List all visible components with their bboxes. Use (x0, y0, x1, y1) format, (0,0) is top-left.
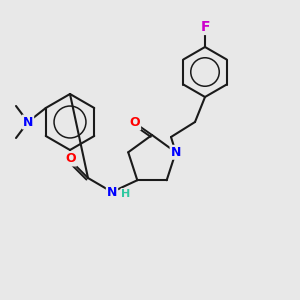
Text: H: H (122, 189, 130, 199)
Text: O: O (66, 152, 76, 166)
Text: N: N (171, 146, 181, 159)
Text: F: F (200, 20, 210, 34)
Text: N: N (23, 116, 33, 128)
Text: O: O (130, 116, 140, 130)
Text: N: N (107, 185, 117, 199)
